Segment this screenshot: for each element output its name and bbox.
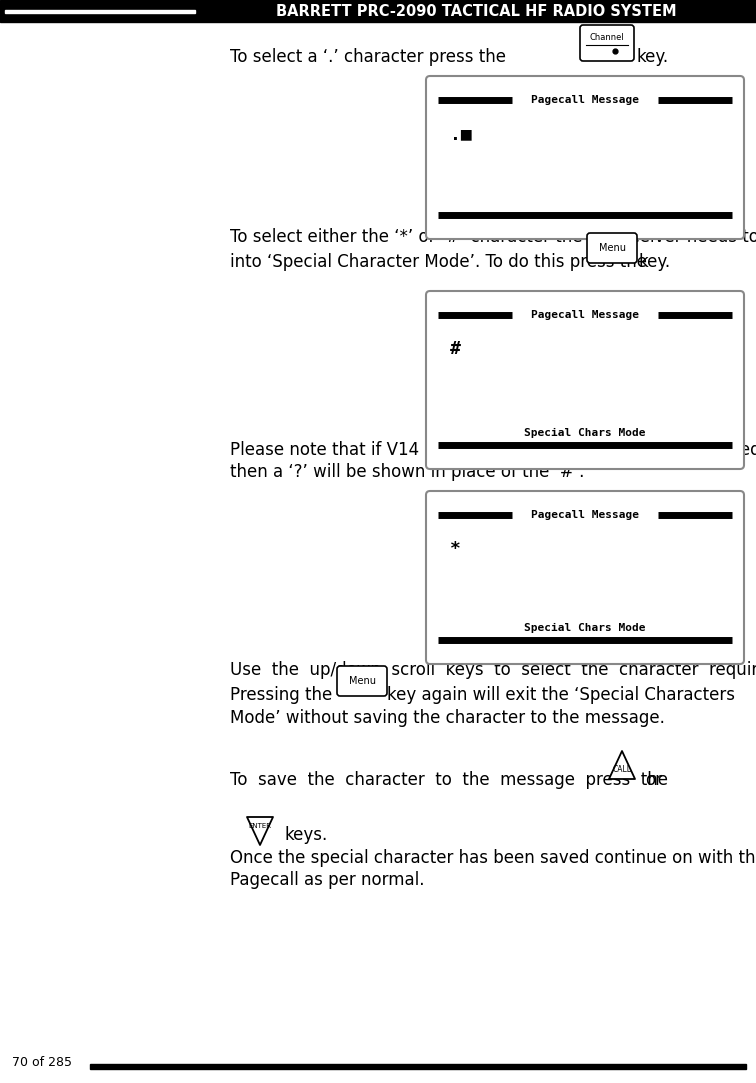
Text: To select a ‘.’ character press the: To select a ‘.’ character press the (230, 48, 506, 66)
Polygon shape (609, 751, 635, 779)
Text: Channel: Channel (590, 32, 624, 41)
FancyBboxPatch shape (337, 666, 387, 696)
Text: .■: .■ (450, 125, 472, 143)
Bar (0, 0, 756, 22)
Text: ENTER: ENTER (249, 823, 271, 828)
Text: Pagecall Message: Pagecall Message (531, 95, 639, 105)
Text: key again will exit the ‘Special Characters: key again will exit the ‘Special Charact… (387, 686, 735, 704)
Text: Once the special character has been saved continue on with the: Once the special character has been save… (230, 849, 756, 867)
Text: Please note that if V14 or later front panel firmware is not fitted: Please note that if V14 or later front p… (230, 441, 756, 459)
Text: key.: key. (638, 253, 670, 271)
Bar (5, 10, 195, 13)
Text: Pagecall Message: Pagecall Message (531, 310, 639, 319)
Text: Special Chars Mode: Special Chars Mode (524, 428, 646, 438)
Text: BARRETT PRC-2090 TACTICAL HF RADIO SYSTEM: BARRETT PRC-2090 TACTICAL HF RADIO SYSTE… (276, 3, 677, 18)
Text: CALL: CALL (612, 766, 631, 774)
Polygon shape (247, 817, 273, 845)
Text: keys.: keys. (285, 826, 328, 844)
Text: Menu: Menu (599, 243, 625, 253)
Bar (90, 1064, 746, 1069)
Text: Pagecall Message: Pagecall Message (531, 510, 639, 520)
Text: then a ‘?’ will be shown in place of the ‘#’.: then a ‘?’ will be shown in place of the… (230, 464, 584, 481)
Text: To  save  the  character  to  the  message  press  the: To save the character to the message pre… (230, 771, 668, 790)
Text: Pagecall as per normal.: Pagecall as per normal. (230, 871, 425, 889)
Text: key.: key. (636, 48, 668, 66)
FancyBboxPatch shape (426, 491, 744, 664)
FancyBboxPatch shape (426, 291, 744, 469)
Text: Pressing the: Pressing the (230, 686, 332, 704)
Text: Special Chars Mode: Special Chars Mode (524, 623, 646, 634)
FancyBboxPatch shape (426, 76, 744, 239)
FancyBboxPatch shape (587, 233, 637, 263)
Text: into ‘Special Character Mode’. To do this press the: into ‘Special Character Mode’. To do thi… (230, 253, 647, 271)
Text: Mode’ without saving the character to the message.: Mode’ without saving the character to th… (230, 709, 665, 727)
Text: *: * (450, 540, 461, 558)
Text: Use  the  up/down  scroll  keys  to  select  the  character  required.: Use the up/down scroll keys to select th… (230, 661, 756, 679)
Text: 70 of 285: 70 of 285 (12, 1057, 72, 1070)
Text: #: # (450, 340, 461, 358)
Text: or: or (645, 771, 662, 790)
Text: Menu: Menu (349, 676, 376, 686)
FancyBboxPatch shape (580, 25, 634, 61)
Text: To select either the ‘*’ or ‘#’ character the transceiver needs to go: To select either the ‘*’ or ‘#’ characte… (230, 229, 756, 246)
